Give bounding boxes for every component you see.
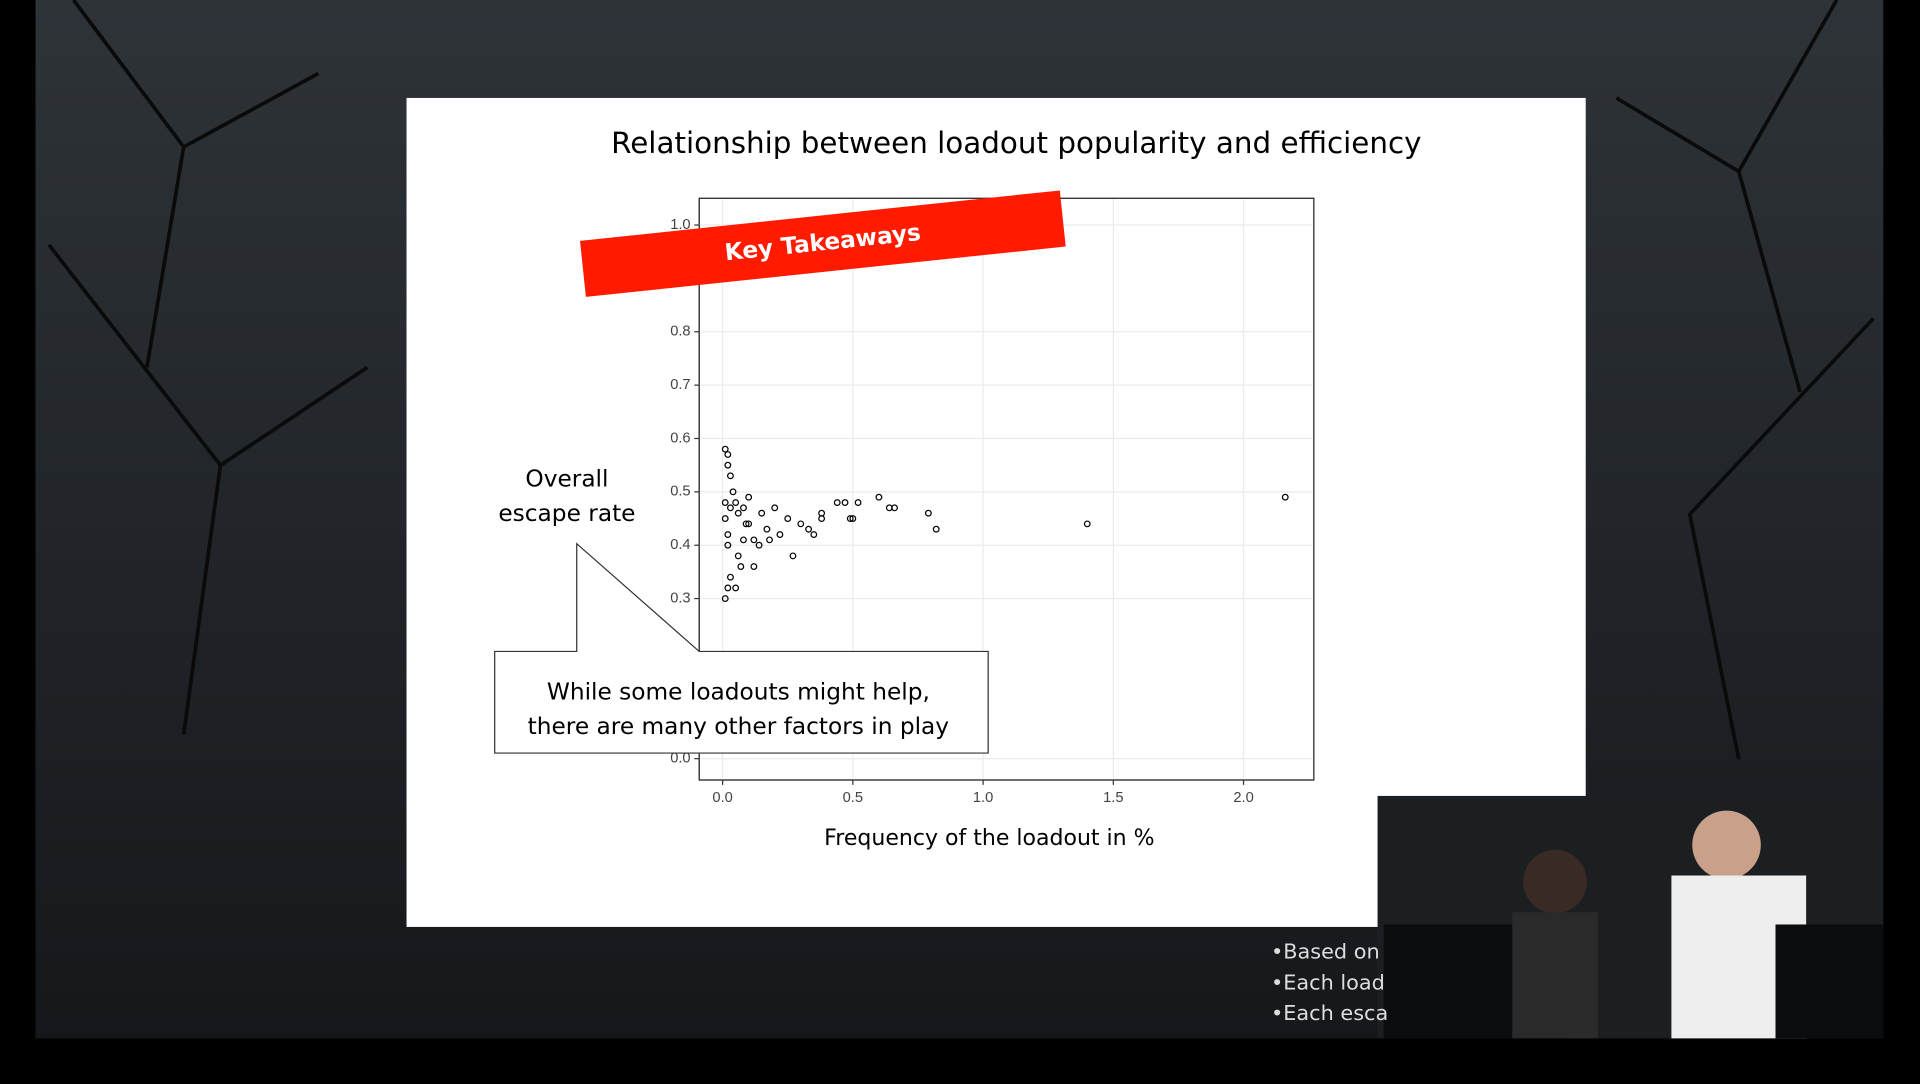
- chart-title: Relationship between loadout popularity …: [611, 126, 1421, 160]
- point: [745, 493, 753, 501]
- point: [833, 499, 841, 506]
- banner: Key Takeaways: [580, 190, 1066, 297]
- point: [810, 531, 818, 538]
- point: [924, 509, 932, 517]
- point: [841, 499, 849, 506]
- point: [745, 520, 753, 528]
- point: [1281, 493, 1289, 501]
- point: [727, 573, 734, 581]
- point: [740, 536, 747, 544]
- point: [721, 499, 729, 506]
- y-tick-label: 0.7: [670, 377, 690, 393]
- point: [766, 536, 773, 544]
- x-tick-label: 2.0: [1233, 790, 1253, 806]
- x-tick-label: 0.0: [712, 790, 732, 806]
- y-tick-label: 0.8: [670, 324, 690, 340]
- point: [732, 584, 740, 592]
- x-tick-label: 0.5: [843, 790, 863, 806]
- banner-bg: [580, 190, 1066, 297]
- laptop: [1775, 924, 1884, 1039]
- point: [932, 525, 940, 533]
- point: [729, 488, 737, 496]
- point: [724, 541, 732, 549]
- y-tick-label: 1.0: [670, 217, 690, 233]
- point: [875, 493, 883, 501]
- point: [721, 515, 729, 522]
- point: [758, 509, 766, 517]
- callout-text: there are many other factors in play: [528, 713, 950, 740]
- bullet-text: •Each esca: [1271, 1001, 1388, 1025]
- callout-box: [494, 542, 989, 754]
- point: [734, 552, 742, 560]
- point: [818, 515, 826, 522]
- x-tick-label: 1.5: [1103, 790, 1123, 806]
- point: [727, 472, 734, 480]
- point: [1083, 520, 1091, 528]
- person: [1692, 810, 1761, 880]
- y-tick-label: 0.3: [670, 590, 690, 606]
- point: [771, 504, 779, 512]
- point: [854, 499, 862, 506]
- y-tick-label: 0.6: [670, 430, 690, 446]
- tree-branches: [47, 0, 1875, 760]
- point: [721, 595, 729, 603]
- person: [1512, 912, 1598, 1039]
- callout-label: Overall: [525, 466, 608, 493]
- person: [1523, 849, 1587, 914]
- point: [737, 563, 745, 570]
- point: [755, 541, 763, 549]
- point: [740, 504, 747, 512]
- point: [724, 451, 732, 458]
- point: [742, 520, 750, 528]
- point: [734, 509, 742, 517]
- point: [849, 515, 857, 522]
- x-axis-label: Frequency of the loadout in %: [824, 826, 1154, 851]
- x-tick-label: 1.0: [973, 790, 993, 806]
- point: [724, 584, 732, 592]
- bullet-text: •Based on: [1271, 940, 1380, 964]
- point: [784, 515, 792, 522]
- point: [805, 525, 813, 533]
- point: [846, 515, 854, 522]
- point: [763, 525, 771, 533]
- point: [891, 504, 898, 512]
- point: [724, 531, 732, 538]
- bullet-text: •Each load: [1271, 970, 1385, 994]
- callout-label: escape rate: [498, 500, 635, 527]
- point: [789, 552, 797, 560]
- y-tick-label: 0.4: [670, 537, 690, 553]
- y-tick-label: 0.0: [670, 751, 690, 767]
- point: [776, 531, 784, 538]
- point: [750, 536, 758, 544]
- point: [797, 520, 805, 528]
- point: [724, 461, 732, 469]
- callout-text: While some loadouts might help,: [547, 679, 930, 706]
- y-tick-label: 0.5: [670, 484, 690, 500]
- point: [732, 499, 740, 506]
- point: [721, 445, 729, 453]
- point: [750, 563, 758, 570]
- point: [727, 504, 734, 512]
